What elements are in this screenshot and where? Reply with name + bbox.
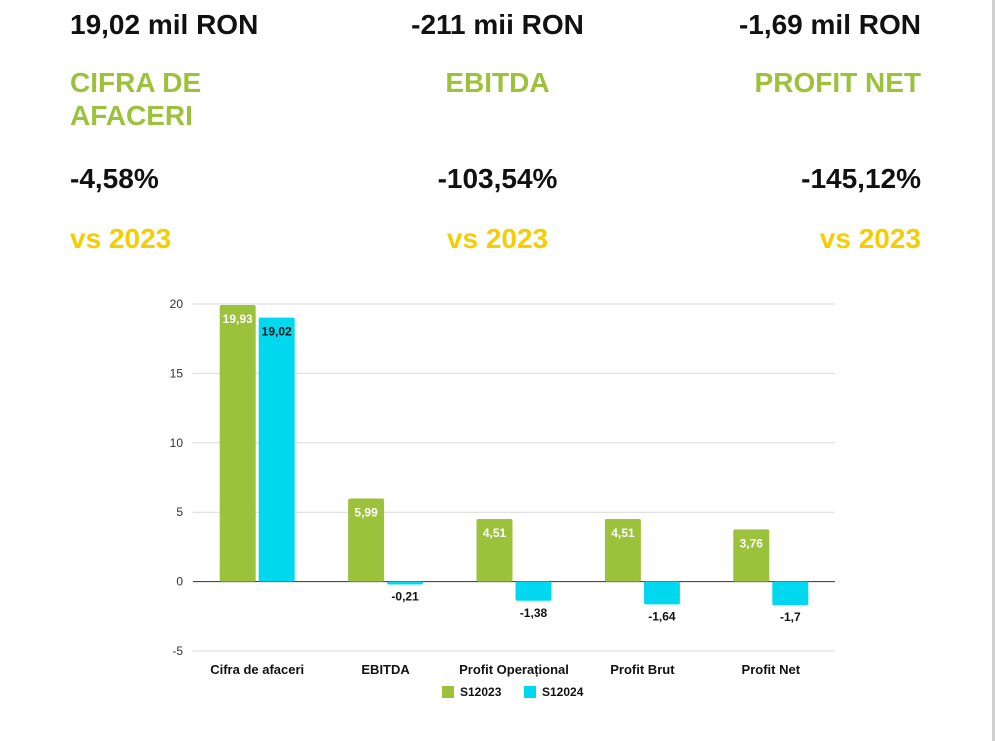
legend-swatch <box>524 686 536 698</box>
data-label: -1,64 <box>648 609 676 623</box>
data-label: -0,21 <box>391 590 419 604</box>
data-label: -1,7 <box>780 610 801 624</box>
kpi-revenue-label-line1: CIFRA DE <box>70 67 202 98</box>
page-edge-divider <box>992 0 995 741</box>
data-label: 5,99 <box>354 505 378 519</box>
kpi-ebitda-vs: vs 2023 <box>446 223 549 254</box>
kpi-revenue-vs: vs 2023 <box>70 223 172 254</box>
bar-S12023 <box>219 304 256 582</box>
x-category-label: Cifra de afaceri <box>210 662 304 677</box>
kpi-revenue-label-line2: AFACERI <box>70 100 193 132</box>
x-category-label: Profit Net <box>742 662 801 677</box>
bar-S12024 <box>772 581 809 606</box>
kpi-net-profit-vs: vs 2023 <box>819 223 921 254</box>
bar-chart: -5 0 5 10 15 20 19,93 19,02 Cifra de afaceri 5,99… <box>170 297 835 699</box>
y-tick-label: 20 <box>170 297 184 311</box>
kpi-net-profit-change: -145,12% <box>801 163 921 194</box>
data-label: 4,51 <box>611 526 635 540</box>
kpi-revenue-change: -4,58% <box>70 163 159 194</box>
y-tick-label: 0 <box>176 575 183 589</box>
y-tick-label: 10 <box>170 436 184 450</box>
kpi-revenue-label: CIFRA DE AFACERI <box>70 66 201 132</box>
bar-S12023 <box>604 519 641 582</box>
data-label: -1,38 <box>520 606 548 620</box>
legend-label: S12024 <box>542 685 584 699</box>
kpi-net-profit-value: -1,69 mil RON <box>738 9 921 40</box>
bar-S12023 <box>476 519 513 582</box>
legend-swatch <box>442 686 454 698</box>
bar-S12024 <box>387 581 424 585</box>
data-label: 4,51 <box>483 526 507 540</box>
x-category-label: EBITDA <box>361 662 410 677</box>
bar-S12024 <box>515 581 552 601</box>
kpi-net-profit-label: PROFIT NET <box>754 67 921 98</box>
y-tick-label: 15 <box>170 366 184 380</box>
y-tick-label: 5 <box>176 505 183 519</box>
kpi-revenue-value: 19,02 mil RON <box>70 9 259 40</box>
bar-S12024 <box>258 317 295 582</box>
kpi-ebitda-value: -211 mii RON <box>411 9 584 40</box>
bar-S12023 <box>348 498 385 582</box>
legend-label: S12023 <box>460 685 502 699</box>
kpi-ebitda-change: -103,54% <box>437 163 558 194</box>
y-tick-label: -5 <box>172 644 183 658</box>
data-label: 19,02 <box>262 325 292 339</box>
x-category-label: Profit Brut <box>610 662 675 677</box>
x-category-label: Profit Operațional <box>459 662 569 677</box>
bar-S12024 <box>643 581 680 605</box>
data-label: 19,93 <box>223 312 253 326</box>
data-label: 3,76 <box>740 536 764 550</box>
bar-S12023 <box>733 529 770 582</box>
kpi-ebitda-label: EBITDA <box>445 67 550 98</box>
